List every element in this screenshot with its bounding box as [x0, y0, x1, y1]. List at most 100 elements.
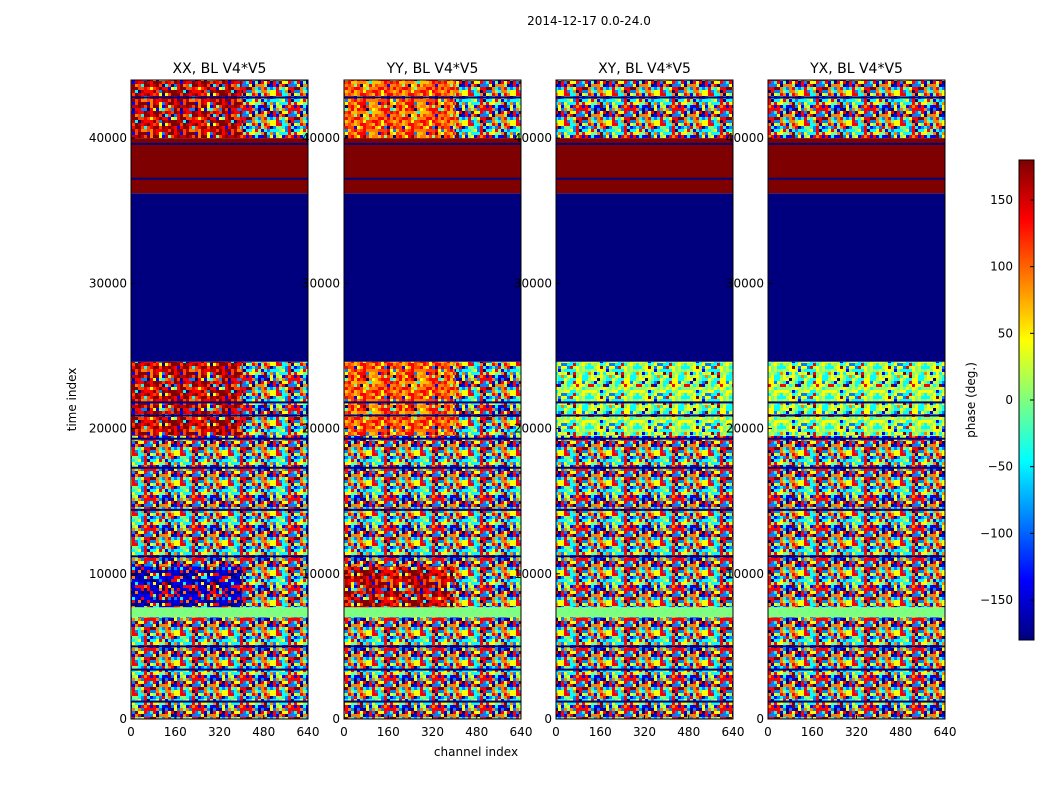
y-tick-label: 40000	[302, 131, 340, 145]
flag-stripe	[768, 142, 945, 145]
flag-stripe	[768, 96, 945, 99]
flag-stripe	[556, 96, 733, 99]
heatmap-band	[344, 435, 521, 473]
y-tick-label: 0	[544, 712, 552, 726]
heatmap-band	[768, 80, 945, 139]
heatmap-band	[344, 607, 521, 618]
flag-stripe	[556, 700, 733, 703]
flag-stripe	[556, 508, 733, 511]
heatmap-band	[768, 435, 945, 608]
panel-title: YX, BL V4*V5	[809, 61, 903, 77]
x-tick-label: 0	[340, 725, 348, 739]
heatmap-band	[131, 138, 308, 194]
colorbar-tick-label: −150	[980, 593, 1013, 607]
heatmap-band-region	[131, 361, 242, 436]
flag-stripe	[768, 645, 945, 648]
heatmap-band-region	[344, 566, 455, 608]
heatmap-band	[344, 193, 521, 362]
heatmap-band	[131, 617, 308, 719]
y-tick-label: 30000	[726, 276, 764, 290]
heatmap-band	[768, 138, 945, 194]
x-tick-label: 320	[421, 725, 444, 739]
flag-stripe	[768, 555, 945, 558]
flag-stripe	[344, 414, 521, 417]
y-tick-label: 20000	[302, 422, 340, 436]
flag-stripe	[556, 142, 733, 145]
flag-stripe	[556, 414, 733, 417]
flag-stripe	[344, 466, 521, 469]
y-tick-label: 10000	[726, 567, 764, 581]
figure-suptitle: 2014-12-17 0.0-24.0	[527, 14, 651, 28]
x-tick-label: 160	[801, 725, 824, 739]
heatmap-band-region	[344, 361, 455, 436]
flag-stripe	[768, 414, 945, 417]
x-tick-label: 480	[889, 725, 912, 739]
panel-title: XY, BL V4*V5	[598, 61, 691, 77]
heatmap-band	[556, 361, 733, 436]
y-tick-label: 30000	[89, 276, 127, 290]
y-tick-label: 20000	[726, 422, 764, 436]
flag-stripe	[131, 668, 308, 671]
heatmap-band	[131, 607, 308, 618]
heatmap-band	[556, 138, 733, 194]
heatmap-band	[768, 361, 945, 436]
x-tick-label: 0	[127, 725, 135, 739]
heatmap-band	[556, 617, 733, 719]
flag-stripe	[556, 466, 733, 469]
y-tick-label: 30000	[302, 276, 340, 290]
flag-stripe	[556, 668, 733, 671]
flag-stripe	[344, 645, 521, 648]
x-tick-label: 640	[934, 725, 957, 739]
y-axis-label: time index	[65, 368, 79, 432]
flag-stripe	[768, 668, 945, 671]
heatmap-band	[344, 472, 521, 567]
colorbar-tick-label: −50	[988, 460, 1013, 474]
y-tick-label: 30000	[514, 276, 552, 290]
heatmap-band	[131, 472, 308, 567]
flag-stripe	[131, 645, 308, 648]
flag-stripe	[344, 96, 521, 99]
flag-stripe	[344, 700, 521, 703]
heatmap-band	[556, 607, 733, 618]
y-tick-label: 0	[332, 712, 340, 726]
heatmap-band	[131, 193, 308, 362]
y-tick-label: 10000	[302, 567, 340, 581]
x-tick-label: 320	[208, 725, 231, 739]
flag-stripe	[556, 437, 733, 440]
heatmap-band	[556, 80, 733, 139]
panel-title: YY, BL V4*V5	[386, 61, 479, 77]
colorbar-tick-label: 150	[990, 193, 1013, 207]
flag-stripe	[131, 555, 308, 558]
flag-stripe	[556, 645, 733, 648]
panel-title: XX, BL V4*V5	[173, 61, 267, 77]
flag-stripe	[556, 555, 733, 558]
y-tick-label: 0	[119, 712, 127, 726]
heatmap-band	[344, 617, 521, 719]
x-tick-label: 480	[252, 725, 275, 739]
heatmap-band	[768, 193, 945, 362]
x-tick-label: 320	[845, 725, 868, 739]
flag-stripe	[344, 555, 521, 558]
heatmap-band	[131, 435, 308, 473]
flag-stripe	[131, 437, 308, 440]
heatmap-band	[768, 607, 945, 618]
x-tick-label: 320	[633, 725, 656, 739]
colorbar-tick-label: 50	[998, 326, 1013, 340]
colorbar-tick-label: 100	[990, 260, 1013, 274]
flag-stripe	[344, 437, 521, 440]
flag-stripe	[768, 700, 945, 703]
y-tick-label: 40000	[726, 131, 764, 145]
flag-stripe	[344, 177, 521, 180]
x-tick-label: 640	[297, 725, 320, 739]
y-tick-label: 40000	[89, 131, 127, 145]
flag-stripe	[768, 177, 945, 180]
flag-stripe	[768, 508, 945, 511]
x-tick-label: 640	[722, 725, 745, 739]
flag-stripe	[344, 668, 521, 671]
y-tick-label: 40000	[514, 131, 552, 145]
heatmap-band	[556, 435, 733, 608]
flag-stripe	[131, 466, 308, 469]
x-tick-label: 0	[552, 725, 560, 739]
colorbar-tick-label: −100	[980, 526, 1013, 540]
x-tick-label: 640	[510, 725, 533, 739]
